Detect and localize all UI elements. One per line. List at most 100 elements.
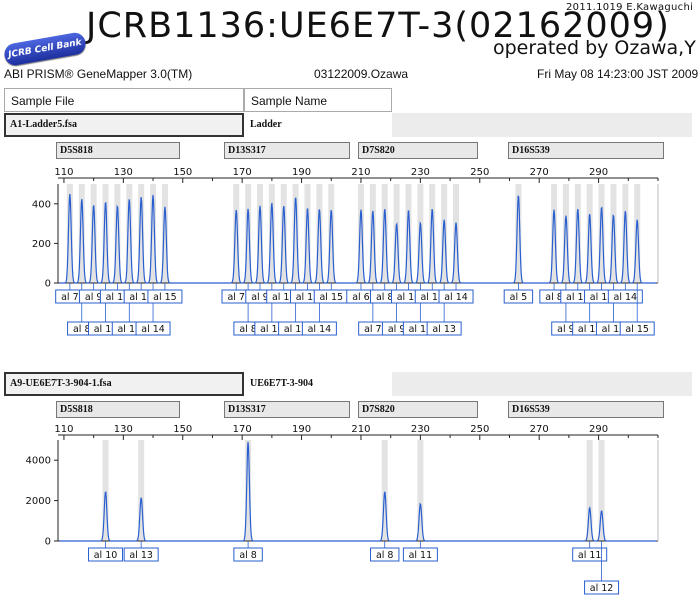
allele-bin — [551, 184, 558, 283]
y-tick-label: 4000 — [26, 456, 51, 467]
allele-label: al 11 — [578, 550, 602, 561]
x-tick-label: 290 — [589, 167, 608, 178]
allele-label: al 13 — [602, 324, 626, 335]
allele-label: al 13 — [432, 324, 456, 335]
allele-label-box — [301, 321, 337, 336]
allele-label-box — [147, 289, 183, 304]
allele-bin — [598, 440, 605, 541]
x-tick-label: 230 — [411, 167, 430, 178]
allele-label: al 15 — [319, 292, 343, 303]
allele-label: al 10 — [260, 324, 284, 335]
sample-file-1[interactable]: A1-Ladder5.fsa — [4, 113, 244, 137]
allele-label: al 13 — [129, 292, 153, 303]
x-tick-label: 270 — [530, 424, 549, 435]
sample-file-2[interactable]: A9-UE6E7T-3-904-1.fsa — [4, 372, 244, 396]
allele-label: al 7 — [61, 292, 79, 303]
software-name: ABI PRISM® GeneMapper 3.0(TM) — [4, 67, 193, 81]
allele-bin — [381, 440, 388, 541]
allele-bin — [598, 184, 605, 283]
allele-bin — [586, 184, 593, 283]
x-tick-label: 170 — [233, 424, 252, 435]
allele-bin — [515, 184, 522, 283]
allele-label: al 9 — [388, 324, 406, 335]
allele-label: al 12 — [590, 583, 614, 594]
allele-bin — [562, 184, 569, 283]
allele-bin — [292, 184, 299, 283]
allele-label-box — [402, 547, 438, 562]
sample-name-2: UE6E7T-3-904 — [244, 372, 392, 396]
allele-bin — [280, 184, 287, 283]
allele-bin — [453, 184, 460, 283]
allele-label: al 10 — [94, 324, 118, 335]
allele-label: al 10 — [566, 292, 590, 303]
allele-label: al 11 — [106, 292, 130, 303]
allele-label: al 15 — [153, 292, 177, 303]
x-tick-label: 250 — [470, 167, 489, 178]
allele-label-box — [370, 547, 400, 562]
allele-bin — [138, 440, 145, 541]
y-tick-label: 2000 — [26, 496, 51, 507]
allele-label: al 13 — [129, 550, 153, 561]
allele-bin — [78, 184, 85, 283]
allele-bin — [102, 440, 109, 541]
trace-line — [59, 442, 657, 542]
row-shade-1 — [392, 113, 692, 137]
allele-bin — [304, 184, 311, 283]
page-title: JCRB1136:UE6E7T-3(02162009) — [86, 6, 670, 46]
allele-label-box — [619, 321, 655, 336]
allele-label: al 12 — [117, 324, 141, 335]
sample-name-header: Sample Name — [244, 88, 392, 112]
x-tick-label: 250 — [470, 424, 489, 435]
allele-label-box — [88, 547, 124, 562]
allele-label: al 14 — [308, 324, 332, 335]
allele-label-box — [123, 547, 159, 562]
run-datetime: Fri May 08 14:23:00 JST 2009 — [537, 67, 699, 81]
allele-label: al 12 — [284, 324, 308, 335]
x-tick-label: 210 — [351, 167, 370, 178]
x-tick-label: 130 — [114, 424, 133, 435]
trace-line — [59, 193, 657, 284]
allele-label: al 14 — [141, 324, 165, 335]
allele-label-box — [233, 547, 263, 562]
x-tick-label: 150 — [173, 167, 192, 178]
allele-bin — [393, 184, 400, 283]
allele-bin — [233, 184, 240, 283]
allele-bin — [102, 184, 109, 283]
allele-bin — [357, 184, 364, 283]
marker-d5s818-2: D5S818 — [56, 401, 180, 418]
sample-name-1: Ladder — [244, 113, 392, 137]
x-tick-label: 110 — [54, 167, 73, 178]
marker-d13s317-2: D13S317 — [224, 401, 350, 418]
x-tick-label: 290 — [589, 424, 608, 435]
allele-label: al 8 — [239, 550, 257, 561]
allele-label-box — [438, 289, 474, 304]
allele-label: al 12 — [420, 292, 444, 303]
allele-label: al 11 — [409, 324, 433, 335]
allele-label: al 11 — [578, 324, 602, 335]
x-tick-label: 270 — [530, 167, 549, 178]
marker-d7s820-1: D7S820 — [358, 142, 478, 159]
allele-bin — [441, 184, 448, 283]
allele-bin — [622, 184, 629, 283]
marker-d16s539-2: D16S539 — [508, 401, 664, 418]
allele-bin — [256, 184, 263, 283]
allele-label: al 13 — [296, 292, 320, 303]
allele-bin — [150, 184, 157, 283]
marker-d16s539-1: D16S539 — [508, 142, 664, 159]
x-tick-label: 210 — [351, 424, 370, 435]
stamp-text: 2011.1019 E.Kawaguchi — [566, 2, 694, 13]
electropherogram-sample: 110 130 150 170 190 210 230 250 270 290 0 2000 4000 a… — [26, 424, 659, 595]
allele-bin — [268, 184, 275, 283]
allele-label: al 8 — [376, 292, 394, 303]
allele-bin — [66, 184, 73, 283]
allele-label: al 7 — [227, 292, 245, 303]
allele-bin — [114, 184, 121, 283]
electropherogram-ladder: 110 130 150 170 190 210 230 250 270 290 0 200 400 al … — [32, 167, 659, 336]
allele-label: al 11 — [409, 550, 433, 561]
allele-bin — [126, 184, 133, 283]
sample-file-header: Sample File — [4, 88, 244, 112]
x-tick-label: 170 — [233, 167, 252, 178]
allele-bin — [381, 184, 388, 283]
run-id: 03122009.Ozawa — [314, 67, 409, 81]
allele-label: al 15 — [625, 324, 649, 335]
